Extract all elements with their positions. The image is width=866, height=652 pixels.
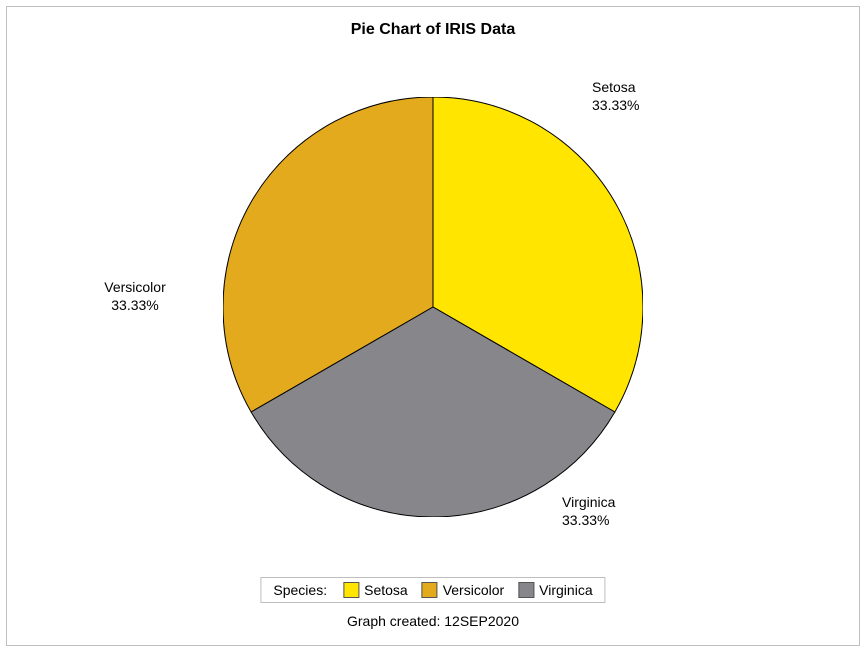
legend-item-virginica: Virginica bbox=[518, 582, 592, 598]
slice-label-setosa: Setosa33.33% bbox=[592, 79, 639, 114]
slice-label-virginica: Virginica33.33% bbox=[562, 494, 615, 529]
pie-svg bbox=[223, 97, 643, 517]
slice-label-percent: 33.33% bbox=[104, 297, 165, 315]
slice-label-percent: 33.33% bbox=[562, 512, 615, 530]
legend-swatch bbox=[518, 582, 534, 598]
chart-frame: Pie Chart of IRIS Data Setosa33.33%Versi… bbox=[6, 6, 860, 646]
legend: Species: Setosa Versicolor Virginica bbox=[260, 577, 605, 603]
slice-label-name: Versicolor bbox=[104, 279, 165, 297]
slice-label-name: Virginica bbox=[562, 494, 615, 512]
slice-label-name: Setosa bbox=[592, 79, 639, 97]
pie-chart bbox=[223, 97, 643, 517]
legend-swatch bbox=[422, 582, 438, 598]
legend-item-setosa: Setosa bbox=[343, 582, 408, 598]
legend-label: Setosa bbox=[364, 582, 408, 598]
chart-title: Pie Chart of IRIS Data bbox=[7, 21, 859, 39]
slice-label-percent: 33.33% bbox=[592, 97, 639, 115]
slice-label-versicolor: Versicolor33.33% bbox=[104, 279, 165, 314]
chart-footnote: Graph created: 12SEP2020 bbox=[7, 613, 859, 629]
legend-title: Species: bbox=[273, 582, 327, 598]
legend-label: Virginica bbox=[539, 582, 592, 598]
legend-swatch bbox=[343, 582, 359, 598]
legend-label: Versicolor bbox=[443, 582, 504, 598]
legend-item-versicolor: Versicolor bbox=[422, 582, 504, 598]
